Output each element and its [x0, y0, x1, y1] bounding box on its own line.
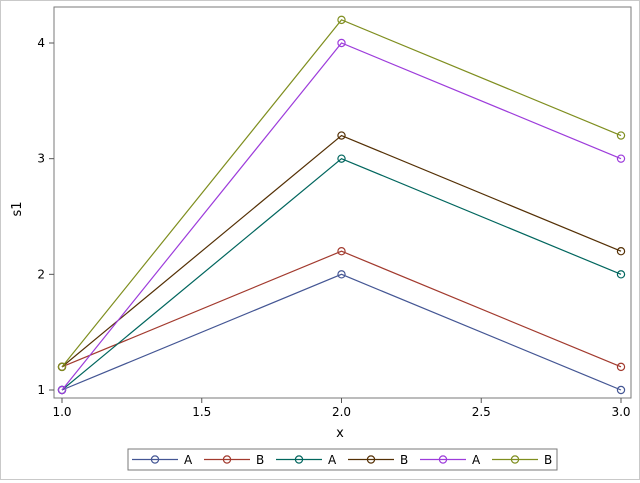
series-line — [61, 157, 622, 391]
data-point-marker — [616, 131, 626, 140]
legend-marker — [438, 455, 448, 464]
data-point-marker — [337, 131, 346, 140]
legend-marker — [366, 455, 376, 464]
legend-label: A — [472, 453, 481, 467]
series-line — [61, 273, 622, 391]
x-tick-label: 3.0 — [611, 405, 630, 419]
legend-marker — [510, 455, 520, 464]
legend-label: A — [184, 453, 193, 467]
y-tick-label: 1 — [37, 383, 45, 397]
plot-area-border — [53, 6, 632, 399]
data-point-marker — [616, 154, 626, 163]
plot-series — [57, 15, 626, 395]
series-6 — [57, 15, 626, 372]
data-point-marker — [337, 38, 346, 48]
legend-item-4: B — [348, 453, 408, 467]
legend-item-2: B — [204, 453, 264, 467]
data-point-marker — [337, 154, 346, 163]
y-axis-label: s1 — [10, 201, 25, 216]
legend-label: A — [328, 453, 337, 467]
x-tick-label: 1.0 — [52, 405, 71, 419]
legend-item-6: B — [492, 453, 552, 467]
data-point-marker — [616, 362, 626, 372]
data-point-marker — [57, 385, 67, 395]
legend-label: B — [256, 453, 264, 467]
data-point-marker — [57, 362, 67, 372]
y-tick-label: 3 — [37, 152, 45, 166]
legend-label: B — [400, 453, 408, 467]
data-point-marker — [337, 270, 346, 279]
legend-label: B — [544, 453, 552, 467]
data-point-marker — [616, 385, 626, 395]
series-line — [61, 250, 622, 368]
legend-item-1: A — [132, 453, 193, 467]
x-tick-label: 2.5 — [472, 405, 491, 419]
legend-marker — [294, 455, 304, 464]
legend-marker — [150, 455, 160, 464]
data-point-marker — [616, 246, 626, 256]
y-tick-label: 2 — [37, 267, 45, 281]
y-tick-label: 4 — [37, 36, 45, 50]
axes: 1.0 1.5 2.0 2.5 3.0 1 2 3 4 — [37, 6, 632, 419]
x-axis-label: x — [336, 426, 344, 441]
legend-box — [127, 448, 558, 471]
legend-item-5: A — [420, 453, 481, 467]
legend-item-3: A — [276, 453, 337, 467]
data-point-marker — [616, 270, 626, 279]
series-line — [61, 134, 622, 368]
series-line — [61, 42, 622, 391]
legend-marker — [222, 455, 232, 464]
data-point-marker — [337, 15, 346, 25]
series-line — [61, 19, 622, 368]
x-tick-label: 2.0 — [332, 405, 351, 419]
series-5 — [57, 38, 626, 395]
x-tick-label: 1.5 — [192, 405, 211, 419]
data-point-marker — [337, 246, 346, 256]
